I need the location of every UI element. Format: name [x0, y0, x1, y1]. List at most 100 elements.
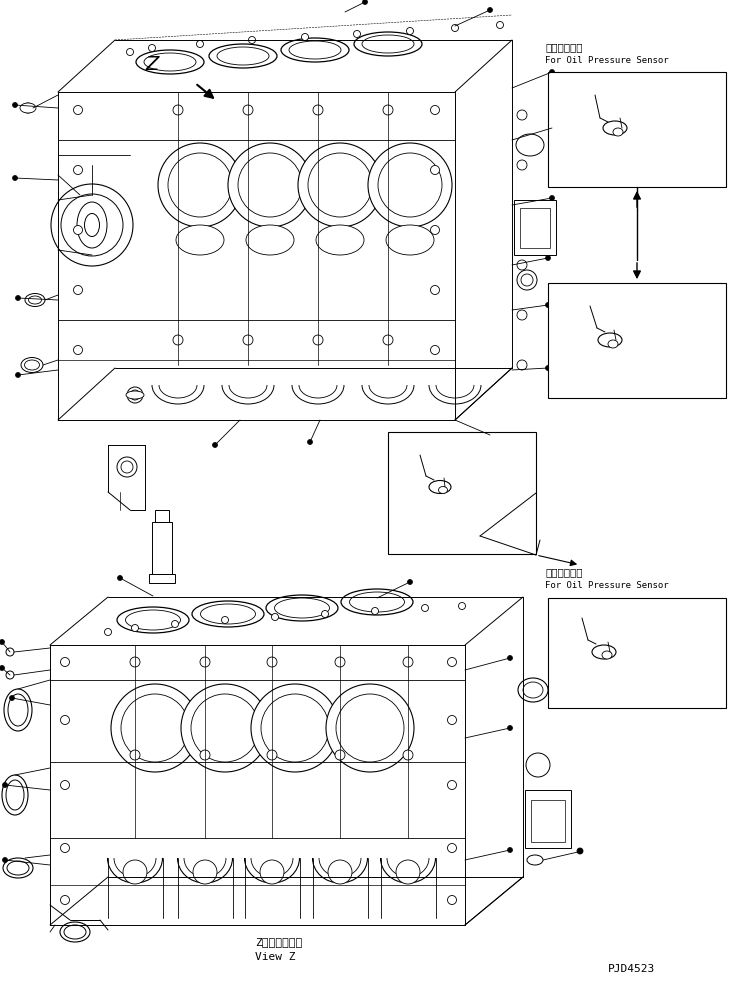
Ellipse shape [598, 333, 622, 347]
Circle shape [200, 657, 210, 667]
Circle shape [451, 25, 459, 32]
Ellipse shape [429, 480, 451, 494]
Circle shape [517, 360, 527, 370]
Circle shape [60, 781, 70, 790]
Ellipse shape [51, 184, 133, 266]
Circle shape [448, 895, 457, 904]
Circle shape [459, 602, 465, 609]
Ellipse shape [126, 391, 144, 399]
Circle shape [117, 576, 123, 581]
Circle shape [12, 103, 18, 107]
Circle shape [326, 684, 414, 772]
Circle shape [407, 580, 413, 585]
Circle shape [431, 226, 440, 235]
Circle shape [130, 657, 140, 667]
Circle shape [121, 694, 189, 762]
Circle shape [243, 335, 253, 345]
Ellipse shape [341, 589, 413, 615]
Circle shape [261, 694, 329, 762]
Ellipse shape [24, 360, 40, 370]
Circle shape [12, 176, 18, 180]
Circle shape [260, 860, 284, 884]
Circle shape [507, 848, 512, 853]
Circle shape [104, 628, 112, 636]
Ellipse shape [136, 50, 204, 74]
Circle shape [213, 443, 217, 448]
Circle shape [328, 860, 352, 884]
Ellipse shape [29, 296, 42, 304]
Circle shape [496, 22, 504, 29]
Text: 油圧センサ用: 油圧センサ用 [545, 567, 583, 577]
Ellipse shape [20, 103, 36, 113]
Text: For Oil Pressure Sensor: For Oil Pressure Sensor [545, 581, 669, 590]
Circle shape [371, 607, 379, 614]
Circle shape [354, 31, 360, 37]
Circle shape [272, 613, 278, 620]
Circle shape [60, 716, 70, 725]
Ellipse shape [192, 601, 264, 627]
Ellipse shape [3, 858, 33, 878]
Circle shape [448, 716, 457, 725]
Bar [155, 510, 169, 522]
Bar [520, 208, 550, 248]
Circle shape [15, 296, 21, 301]
Ellipse shape [6, 780, 24, 810]
Circle shape [545, 366, 550, 371]
Circle shape [238, 153, 302, 217]
Circle shape [200, 750, 210, 760]
Circle shape [383, 105, 393, 115]
Circle shape [487, 8, 493, 13]
Ellipse shape [527, 855, 543, 865]
Circle shape [517, 210, 527, 220]
Circle shape [363, 0, 368, 5]
Circle shape [23, 103, 33, 113]
Ellipse shape [209, 44, 277, 68]
Circle shape [550, 125, 554, 130]
Circle shape [521, 274, 533, 286]
Ellipse shape [386, 225, 434, 255]
Ellipse shape [289, 41, 341, 59]
Circle shape [431, 166, 440, 175]
Bar [514, 200, 556, 255]
Circle shape [0, 640, 4, 645]
Text: For Oil Pressure Sensor: For Oil Pressure Sensor [545, 56, 669, 65]
Circle shape [197, 40, 203, 47]
Circle shape [2, 858, 7, 863]
Circle shape [507, 656, 512, 661]
Circle shape [73, 166, 82, 175]
Circle shape [6, 648, 14, 656]
Circle shape [448, 843, 457, 853]
Circle shape [431, 106, 440, 114]
Circle shape [507, 726, 512, 731]
Ellipse shape [266, 595, 338, 621]
Circle shape [130, 750, 140, 760]
Ellipse shape [8, 694, 28, 726]
Ellipse shape [84, 214, 100, 237]
Circle shape [383, 335, 393, 345]
Circle shape [249, 36, 255, 43]
Circle shape [431, 345, 440, 355]
Circle shape [60, 658, 70, 667]
Circle shape [421, 604, 429, 611]
Circle shape [335, 657, 345, 667]
Circle shape [191, 694, 259, 762]
Bar [388, 432, 536, 554]
Text: PJD4523: PJD4523 [608, 964, 655, 974]
Circle shape [121, 461, 133, 473]
Circle shape [172, 620, 178, 627]
Circle shape [448, 781, 457, 790]
Circle shape [517, 310, 527, 320]
Circle shape [545, 303, 550, 308]
Ellipse shape [126, 610, 181, 630]
Circle shape [396, 860, 420, 884]
Circle shape [222, 616, 228, 623]
Circle shape [73, 226, 82, 235]
Ellipse shape [77, 202, 107, 248]
Circle shape [117, 457, 137, 477]
Text: Z　視　　・・: Z 視 ・・ [255, 937, 302, 947]
Ellipse shape [246, 225, 294, 255]
Ellipse shape [61, 194, 123, 256]
Circle shape [517, 110, 527, 120]
Circle shape [126, 48, 134, 55]
Circle shape [545, 255, 550, 260]
